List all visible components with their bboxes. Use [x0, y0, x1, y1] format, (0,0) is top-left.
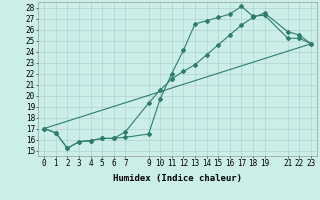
X-axis label: Humidex (Indice chaleur): Humidex (Indice chaleur)	[113, 174, 242, 183]
